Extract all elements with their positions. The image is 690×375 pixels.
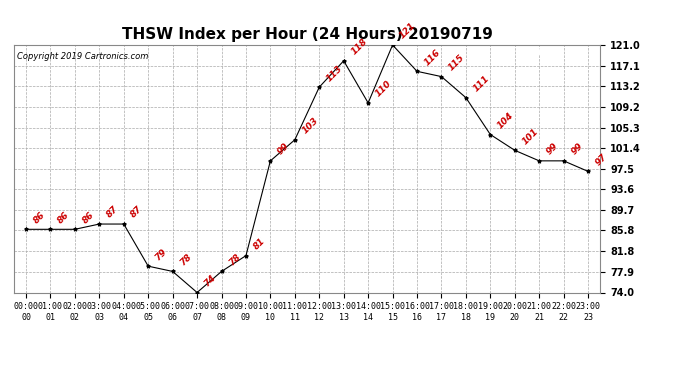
Point	[265, 158, 276, 164]
Point	[143, 263, 154, 269]
Text: 115: 115	[447, 53, 466, 72]
Point	[582, 168, 593, 174]
Text: 81: 81	[252, 236, 267, 252]
Point	[289, 137, 300, 143]
Point	[411, 68, 422, 74]
Text: 86: 86	[81, 210, 96, 225]
Point	[192, 290, 203, 296]
Text: 99: 99	[569, 141, 584, 157]
Point	[558, 158, 569, 164]
Point	[216, 268, 227, 274]
Point	[314, 84, 325, 90]
Text: 103: 103	[300, 116, 320, 136]
Text: 111: 111	[471, 74, 491, 93]
Point	[509, 147, 520, 153]
Text: 121: 121	[398, 21, 417, 41]
Text: 79: 79	[154, 247, 169, 262]
Text: 99: 99	[545, 141, 560, 157]
Point	[118, 221, 129, 227]
Text: 99: 99	[276, 141, 291, 157]
Text: 118: 118	[349, 37, 369, 57]
Text: 97: 97	[593, 152, 609, 167]
Text: 78: 78	[227, 252, 242, 267]
Text: 110: 110	[374, 79, 393, 99]
Point	[338, 58, 349, 64]
Point	[460, 94, 471, 100]
Text: Copyright 2019 Cartronics.com: Copyright 2019 Cartronics.com	[17, 53, 148, 62]
Text: 74: 74	[203, 273, 218, 288]
Text: 87: 87	[105, 205, 120, 220]
Text: 116: 116	[422, 48, 442, 67]
Point	[240, 253, 251, 259]
Text: 104: 104	[496, 111, 515, 130]
Point	[94, 221, 105, 227]
Point	[387, 42, 398, 48]
Point	[485, 132, 496, 138]
Point	[167, 268, 178, 274]
Text: 86: 86	[32, 210, 47, 225]
Point	[70, 226, 81, 232]
Point	[436, 74, 447, 80]
Text: 78: 78	[178, 252, 193, 267]
Point	[533, 158, 544, 164]
Text: 101: 101	[520, 126, 540, 146]
Text: 86: 86	[56, 210, 71, 225]
Title: THSW Index per Hour (24 Hours) 20190719: THSW Index per Hour (24 Hours) 20190719	[121, 27, 493, 42]
Point	[45, 226, 56, 232]
Point	[21, 226, 32, 232]
Point	[363, 100, 374, 106]
Text: 87: 87	[129, 205, 144, 220]
Text: 113: 113	[325, 63, 344, 83]
